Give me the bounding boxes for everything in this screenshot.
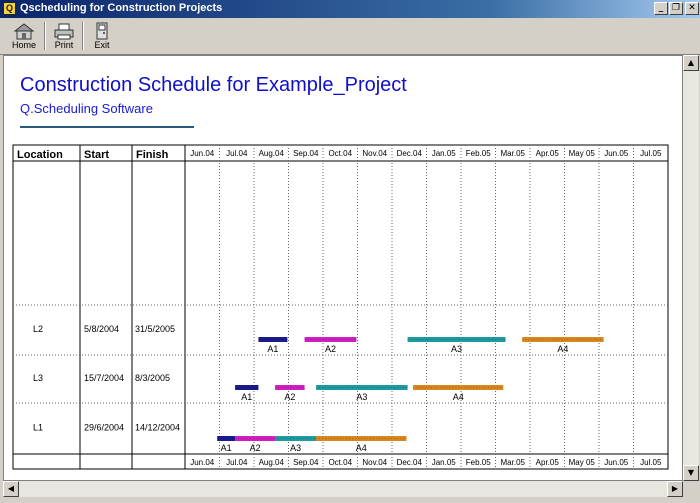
row-start-date: 5/8/2004 <box>84 324 119 334</box>
vertical-scrollbar[interactable]: ▲ ▼ <box>683 55 699 481</box>
activity-label: A4 <box>557 344 568 354</box>
activity-label: A1 <box>267 344 278 354</box>
month-header-top: Aug.04 <box>259 149 285 158</box>
activity-label: A3 <box>451 344 462 354</box>
horizontal-scrollbar[interactable]: ◀ ▶ <box>3 481 683 497</box>
row-start-date: 15/7/2004 <box>84 373 124 383</box>
home-icon <box>13 23 35 40</box>
activity-label: A2 <box>325 344 336 354</box>
print-label: Print <box>54 40 74 50</box>
month-header-top: Jun.04 <box>190 149 215 158</box>
month-header-top: Oct.04 <box>328 149 352 158</box>
activity-label: A3 <box>290 443 301 453</box>
scrollbar-corner <box>683 481 699 497</box>
toolbar-separator <box>82 22 84 50</box>
exit-button[interactable]: Exit <box>88 22 116 52</box>
month-header-bottom: Aug.04 <box>259 458 285 467</box>
month-header-top: Feb.05 <box>466 149 491 158</box>
schedule-table: Location Start Finish Jun.04 Jun.04 Jul.04 Jul… <box>12 144 669 470</box>
home-button[interactable]: Home <box>8 22 40 52</box>
row-location: L3 <box>33 373 43 383</box>
window-title: Qscheduling for Construction Projects <box>20 2 223 14</box>
activity-label: A4 <box>356 443 367 453</box>
report-canvas: Construction Schedule for Example_Projec… <box>3 55 683 481</box>
activity-bar[interactable] <box>258 337 288 342</box>
month-header-top: Jan.05 <box>432 149 457 158</box>
close-button[interactable]: ✕ <box>685 2 699 15</box>
activity-label: A3 <box>356 392 367 402</box>
minimize-button[interactable]: _ <box>654 2 668 15</box>
scroll-left-icon[interactable]: ◀ <box>3 481 19 497</box>
row-start-date: 29/6/2004 <box>84 423 124 433</box>
table-frame <box>12 144 669 470</box>
month-header-bottom: Jan.05 <box>432 458 457 467</box>
month-header-top: May 05 <box>569 149 596 158</box>
month-header-bottom: Jul.05 <box>640 458 662 467</box>
app-icon: Q <box>3 2 16 15</box>
month-header-bottom: Jul.04 <box>226 458 248 467</box>
month-header-bottom: Oct.04 <box>328 458 352 467</box>
month-header-top: Nov.04 <box>362 149 387 158</box>
exit-door-icon <box>96 22 108 40</box>
printer-icon <box>54 23 74 40</box>
month-header-top: Jun.05 <box>604 149 629 158</box>
exit-label: Exit <box>94 40 110 50</box>
home-label: Home <box>11 40 36 50</box>
activity-label: A4 <box>453 392 464 402</box>
window-bottom-edge <box>0 497 700 503</box>
month-header-bottom: Mar.05 <box>501 458 526 467</box>
header-start: Start <box>84 149 109 161</box>
report-title: Construction Schedule for Example_Projec… <box>20 74 407 96</box>
month-header-top: Sep.04 <box>293 149 319 158</box>
month-header-bottom: Jun.04 <box>190 458 215 467</box>
month-header-bottom: Feb.05 <box>466 458 491 467</box>
activity-bar[interactable] <box>522 337 604 342</box>
month-header-top: Dec.04 <box>397 149 423 158</box>
activity-label: A2 <box>284 392 295 402</box>
month-header-bottom: Sep.04 <box>293 458 319 467</box>
toolbar: Home Print Exit <box>0 18 700 55</box>
row-finish-date: 14/12/2004 <box>135 423 180 433</box>
activity-label: A1 <box>221 443 232 453</box>
row-finish-date: 8/3/2005 <box>135 373 170 383</box>
header-finish: Finish <box>136 149 169 161</box>
report-subtitle: Q.Scheduling Software <box>20 101 153 116</box>
activity-bar[interactable] <box>235 436 276 441</box>
activity-bar[interactable] <box>217 436 236 441</box>
title-underline <box>20 126 194 128</box>
activity-label: A1 <box>241 392 252 402</box>
month-header-bottom: Jun.05 <box>604 458 629 467</box>
month-header-bottom: Nov.04 <box>362 458 387 467</box>
month-header-bottom: Apr.05 <box>536 458 560 467</box>
activity-bar[interactable] <box>275 385 305 390</box>
print-button[interactable]: Print <box>50 22 78 52</box>
row-location: L2 <box>33 324 43 334</box>
month-header-bottom: May 05 <box>569 458 596 467</box>
toolbar-separator <box>44 22 46 50</box>
header-location: Location <box>17 149 63 161</box>
activity-bar[interactable] <box>235 385 259 390</box>
month-header-top: Mar.05 <box>501 149 526 158</box>
scroll-up-icon[interactable]: ▲ <box>683 55 699 71</box>
row-location: L1 <box>33 423 43 433</box>
restore-button[interactable]: ❐ <box>669 2 683 15</box>
row-finish-date: 31/5/2005 <box>135 324 175 334</box>
scroll-right-icon[interactable]: ▶ <box>667 481 683 497</box>
activity-bar[interactable] <box>275 436 317 441</box>
month-header-top: Apr.05 <box>536 149 560 158</box>
month-header-top: Jul.05 <box>640 149 662 158</box>
scroll-down-icon[interactable]: ▼ <box>683 465 699 481</box>
activity-bar[interactable] <box>304 337 357 342</box>
month-header-bottom: Dec.04 <box>397 458 423 467</box>
activity-label: A2 <box>250 443 261 453</box>
month-header-top: Jul.04 <box>226 149 248 158</box>
title-bar: Q Qscheduling for Construction Projects … <box>0 0 700 18</box>
